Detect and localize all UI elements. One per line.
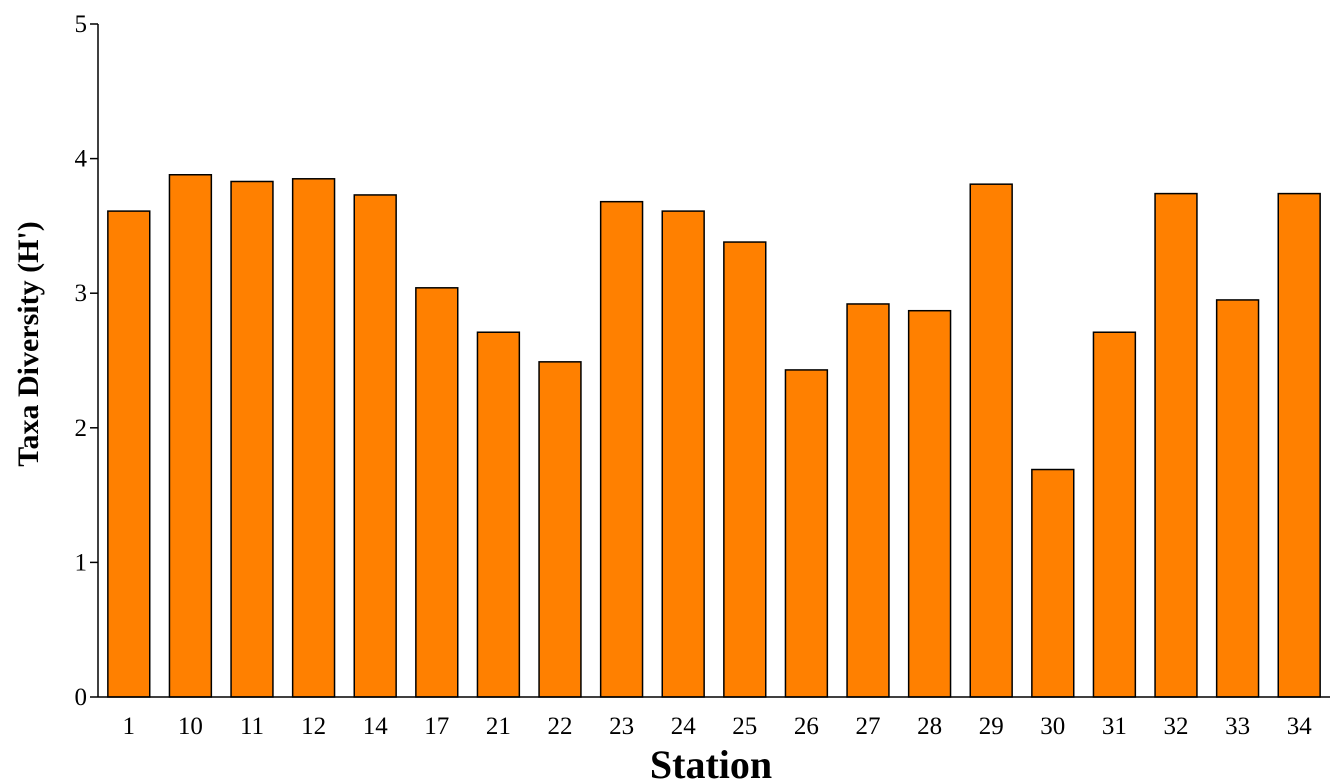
bar-station-29 [969, 183, 1013, 698]
bar-station-10 [168, 174, 213, 698]
x-tick-label: 23 [609, 713, 634, 740]
x-tick-label: 30 [1040, 713, 1065, 740]
bar-station-28 [907, 309, 952, 698]
x-tick-label: 25 [732, 713, 757, 740]
axes-group [97, 24, 1330, 698]
bar-station-30 [1031, 468, 1075, 698]
x-tick-label: 33 [1225, 713, 1250, 740]
x-tick-label: 24 [671, 713, 697, 740]
bar-station-27 [846, 303, 890, 698]
y-tick-label: 3 [75, 280, 88, 307]
y-ticks-group: 0 1 2 3 4 5 [75, 11, 98, 711]
bar-station-25 [723, 241, 767, 698]
bar-station-11 [230, 180, 274, 698]
bar-station-32 [1154, 192, 1198, 698]
x-tick-label: 17 [424, 713, 449, 740]
bar-station-31 [1092, 331, 1137, 698]
x-tick-label: 10 [178, 713, 203, 740]
x-tick-label: 12 [301, 713, 326, 740]
x-axis-title: Station [650, 742, 772, 784]
x-tick-label: 14 [363, 713, 389, 740]
bars-group [107, 174, 1321, 698]
x-ticks-group: 1 10 11 12 14 17 21 22 23 24 25 26 27 28 29 30 31 32 33 34 [123, 713, 1313, 740]
y-tick-label: 0 [75, 684, 88, 711]
y-tick-label: 1 [75, 549, 88, 576]
x-tick-label: 1 [123, 713, 136, 740]
x-tick-label: 11 [240, 713, 264, 740]
x-tick-label: 34 [1287, 713, 1313, 740]
bar-station-26 [784, 369, 829, 698]
bar-station-24 [661, 210, 705, 698]
bar-station-23 [599, 200, 644, 698]
y-tick-label: 2 [75, 415, 88, 442]
bar-station-34 [1277, 192, 1321, 698]
x-tick-label: 21 [486, 713, 511, 740]
bar-station-21 [476, 331, 521, 698]
bar-station-33 [1215, 299, 1260, 698]
y-tick-label: 4 [75, 146, 88, 173]
bar-station-17 [415, 287, 459, 698]
bar-station-12 [291, 178, 336, 698]
x-tick-label: 31 [1102, 713, 1127, 740]
x-tick-label: 29 [979, 713, 1004, 740]
y-tick-label: 5 [75, 11, 88, 38]
x-tick-label: 32 [1164, 713, 1189, 740]
bar-station-1 [107, 210, 151, 698]
y-axis-title: Taxa Diversity (H') [12, 221, 45, 467]
x-tick-label: 22 [548, 713, 573, 740]
x-tick-label: 27 [856, 713, 881, 740]
x-tick-label: 28 [917, 713, 942, 740]
bar-station-14 [353, 194, 397, 698]
bar-station-22 [538, 361, 582, 698]
x-tick-label: 26 [794, 713, 819, 740]
